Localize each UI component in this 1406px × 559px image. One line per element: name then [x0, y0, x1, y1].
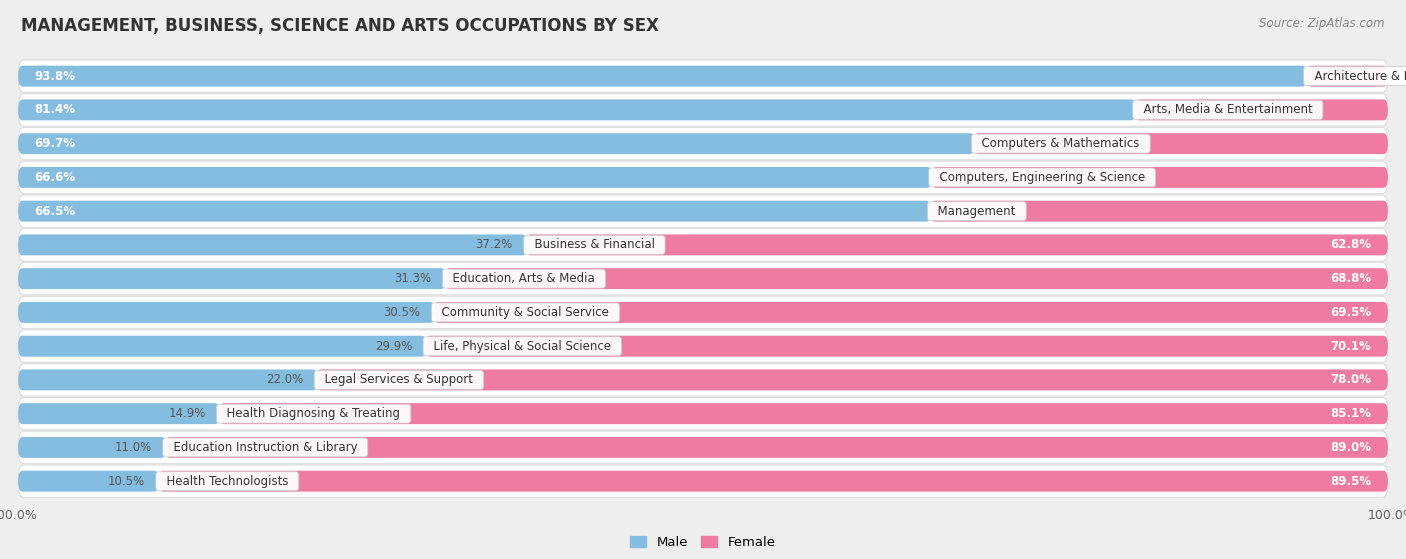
FancyBboxPatch shape [18, 66, 1306, 87]
Text: 62.8%: 62.8% [1330, 238, 1371, 252]
Text: 69.5%: 69.5% [1330, 306, 1371, 319]
FancyBboxPatch shape [931, 201, 1388, 221]
Text: Computers & Mathematics: Computers & Mathematics [974, 137, 1147, 150]
FancyBboxPatch shape [18, 397, 1388, 430]
FancyBboxPatch shape [18, 268, 446, 289]
Text: 85.1%: 85.1% [1330, 407, 1371, 420]
Text: 30.5%: 30.5% [384, 306, 420, 319]
FancyBboxPatch shape [219, 403, 1388, 424]
Text: 89.5%: 89.5% [1330, 475, 1371, 487]
Text: 31.3%: 31.3% [395, 272, 432, 285]
FancyBboxPatch shape [18, 263, 1388, 295]
FancyBboxPatch shape [18, 161, 1388, 193]
FancyBboxPatch shape [18, 127, 1388, 160]
Text: 10.5%: 10.5% [108, 475, 145, 487]
Text: Business & Financial: Business & Financial [527, 238, 662, 252]
Text: 93.8%: 93.8% [35, 70, 76, 83]
Text: Health Technologists: Health Technologists [159, 475, 295, 487]
FancyBboxPatch shape [1306, 66, 1388, 87]
Text: 29.9%: 29.9% [375, 340, 412, 353]
FancyBboxPatch shape [18, 364, 1388, 396]
FancyBboxPatch shape [527, 234, 1388, 255]
FancyBboxPatch shape [18, 133, 974, 154]
FancyBboxPatch shape [318, 369, 1388, 390]
FancyBboxPatch shape [18, 431, 1388, 463]
Text: 66.5%: 66.5% [35, 205, 76, 217]
FancyBboxPatch shape [932, 167, 1388, 188]
FancyBboxPatch shape [18, 369, 318, 390]
FancyBboxPatch shape [18, 330, 1388, 362]
Text: 70.1%: 70.1% [1330, 340, 1371, 353]
Text: Health Diagnosing & Treating: Health Diagnosing & Treating [219, 407, 408, 420]
Text: 11.0%: 11.0% [115, 441, 152, 454]
FancyBboxPatch shape [974, 133, 1388, 154]
FancyBboxPatch shape [18, 403, 219, 424]
FancyBboxPatch shape [18, 302, 434, 323]
Text: Legal Services & Support: Legal Services & Support [318, 373, 481, 386]
FancyBboxPatch shape [18, 437, 166, 458]
Text: 22.0%: 22.0% [266, 373, 304, 386]
FancyBboxPatch shape [166, 437, 1388, 458]
Text: 14.9%: 14.9% [169, 407, 205, 420]
FancyBboxPatch shape [18, 201, 931, 221]
FancyBboxPatch shape [159, 471, 1388, 491]
FancyBboxPatch shape [18, 336, 426, 357]
Text: 81.4%: 81.4% [35, 103, 76, 116]
FancyBboxPatch shape [18, 234, 527, 255]
FancyBboxPatch shape [426, 336, 1388, 357]
FancyBboxPatch shape [18, 471, 159, 491]
Text: Management: Management [931, 205, 1024, 217]
FancyBboxPatch shape [18, 94, 1388, 126]
FancyBboxPatch shape [434, 302, 1388, 323]
Text: MANAGEMENT, BUSINESS, SCIENCE AND ARTS OCCUPATIONS BY SEX: MANAGEMENT, BUSINESS, SCIENCE AND ARTS O… [21, 17, 659, 35]
FancyBboxPatch shape [18, 296, 1388, 329]
Text: Community & Social Service: Community & Social Service [434, 306, 617, 319]
Text: Computers, Engineering & Science: Computers, Engineering & Science [932, 171, 1153, 184]
Text: 66.6%: 66.6% [35, 171, 76, 184]
Legend: Male, Female: Male, Female [626, 531, 780, 555]
Text: Life, Physical & Social Science: Life, Physical & Social Science [426, 340, 619, 353]
Text: 37.2%: 37.2% [475, 238, 513, 252]
FancyBboxPatch shape [18, 195, 1388, 228]
FancyBboxPatch shape [18, 465, 1388, 498]
FancyBboxPatch shape [18, 167, 932, 188]
Text: Arts, Media & Entertainment: Arts, Media & Entertainment [1136, 103, 1320, 116]
FancyBboxPatch shape [1136, 100, 1388, 120]
FancyBboxPatch shape [18, 60, 1388, 92]
Text: Architecture & Engineering: Architecture & Engineering [1306, 70, 1406, 83]
Text: 89.0%: 89.0% [1330, 441, 1371, 454]
FancyBboxPatch shape [18, 229, 1388, 261]
Text: 69.7%: 69.7% [35, 137, 76, 150]
Text: Education, Arts & Media: Education, Arts & Media [446, 272, 603, 285]
Text: Source: ZipAtlas.com: Source: ZipAtlas.com [1260, 17, 1385, 30]
FancyBboxPatch shape [446, 268, 1388, 289]
Text: Education Instruction & Library: Education Instruction & Library [166, 441, 364, 454]
FancyBboxPatch shape [18, 100, 1136, 120]
Text: 68.8%: 68.8% [1330, 272, 1371, 285]
Text: 78.0%: 78.0% [1330, 373, 1371, 386]
